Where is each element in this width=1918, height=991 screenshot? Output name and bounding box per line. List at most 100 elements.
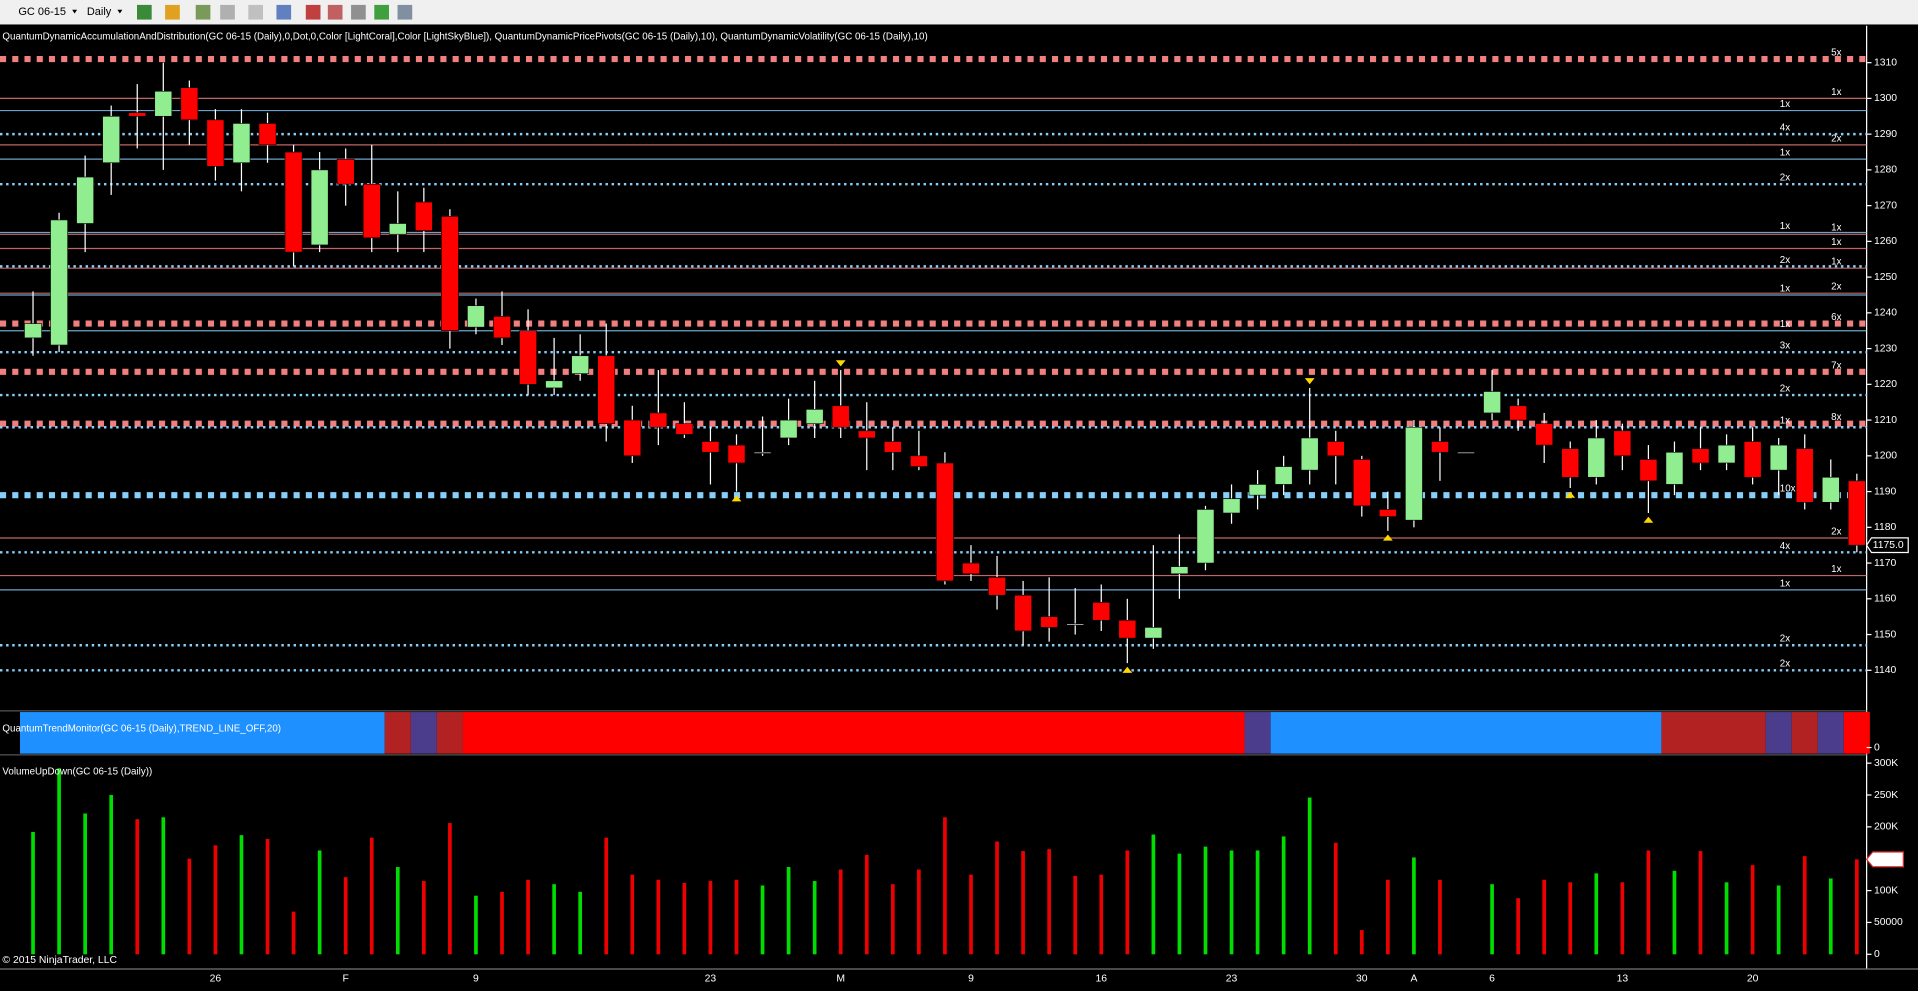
properties-button[interactable] [351,4,366,20]
y-tick-label: 1250 [1874,272,1897,283]
volume-bar [500,891,504,955]
volume-bar [526,879,530,955]
level-label: 1x [1831,257,1841,268]
period-selector[interactable]: Daily [87,6,112,18]
level-label: 1x [1780,99,1790,110]
level-label: 2x [1831,133,1841,144]
zoom-button[interactable] [276,4,292,20]
instrument-selector[interactable]: GC 06-15 [18,6,66,18]
data-box-button[interactable] [397,4,413,20]
y-tick-label: 1210 [1874,415,1897,426]
x-tick-label: 16 [1095,974,1107,985]
trend-segment [384,712,411,754]
candle-body [883,441,902,453]
level-label: 2x [1780,255,1790,266]
candle-body [1248,484,1267,496]
volume-bar [109,795,114,955]
volume-bar [630,874,635,955]
volume-bar [995,841,999,955]
volume-bar [1750,865,1755,955]
trend-segment [1244,712,1271,754]
volume-bar [422,881,426,955]
level-label: 2x [1831,282,1841,293]
dropdown-arrow[interactable] [117,9,123,14]
volume-marker-label: 149K [1875,854,1899,865]
y-tick-label: 100K [1874,885,1898,896]
volume-bar [474,895,478,955]
volume-bar [552,884,556,955]
candle-body [805,409,824,424]
candle-body [1326,441,1345,457]
candle-body [831,405,850,428]
template-button[interactable] [374,4,389,20]
candle-body [1170,566,1189,575]
volume-bar [1724,882,1729,955]
candle-body [441,216,459,332]
x-tick-label: 26 [210,974,222,985]
level-label: 2x [1831,526,1841,537]
y-tick-label: 1200 [1874,451,1897,462]
candle-body [936,462,954,582]
level-label: 6x [1831,312,1841,323]
strategy-button[interactable] [327,4,343,20]
trend-panel-title: QuantumTrendMonitor(GC 06-15 (Daily),TRE… [2,724,281,735]
volume-bar [1047,849,1051,955]
volume-bar [161,817,166,955]
volume-bar [1412,857,1416,955]
volume-bar [343,877,348,955]
y-tick-label: 1180 [1874,522,1897,533]
pivot-high-marker [1304,378,1315,385]
chart-style-button[interactable] [137,4,152,20]
candle-body [1040,616,1059,628]
indicator-button[interactable] [305,4,321,20]
level-label: 1x [1780,578,1790,589]
trend-segment [436,712,463,754]
volume-bar [1125,850,1130,955]
candle-body [1144,627,1163,639]
marker-button[interactable] [195,4,211,20]
candle-body [571,355,590,374]
volume-bar [1386,879,1390,955]
candle-body [597,355,616,424]
x-tick-label: 13 [1617,974,1629,985]
candle-body [1691,448,1710,464]
candle-body [701,441,720,453]
candle-body [1457,451,1475,454]
candle-body [1066,623,1085,626]
draw-button[interactable] [165,4,180,20]
x-tick-label: M [836,974,845,985]
candle-body [519,330,537,385]
candle-body [467,305,485,328]
candle-body [1535,423,1554,446]
tool-button[interactable] [220,4,235,20]
candle-body [1014,594,1032,632]
level-label: 1x [1780,221,1790,232]
level-label: 2x [1780,384,1790,395]
volume-bar [812,881,817,955]
volume-bar [1073,875,1078,955]
trend-segment [1817,712,1844,754]
volume-bar [265,838,270,955]
candle-body [1769,444,1788,471]
volume-bar [135,819,140,955]
candle-body [857,430,876,439]
cursor-button[interactable] [248,4,263,20]
volume-bar [448,823,452,955]
volume-bar [1620,882,1625,955]
pivot-low-marker [1565,491,1576,498]
candle-body [180,87,199,121]
volume-bar [1151,834,1156,955]
level-label: 1x [1780,416,1790,427]
candle-body [154,90,173,117]
x-tick-label: F [343,974,349,985]
candle-body [623,419,642,457]
candle-body [493,316,511,339]
volume-bar [1021,851,1025,955]
dropdown-arrow[interactable] [72,9,78,14]
candle-body [910,455,928,467]
volume-bar [943,817,947,955]
volume-bar [1229,850,1234,955]
plot-area [19,62,1870,955]
x-tick-label: 20 [1747,974,1759,985]
trend-segment [1843,712,1870,754]
